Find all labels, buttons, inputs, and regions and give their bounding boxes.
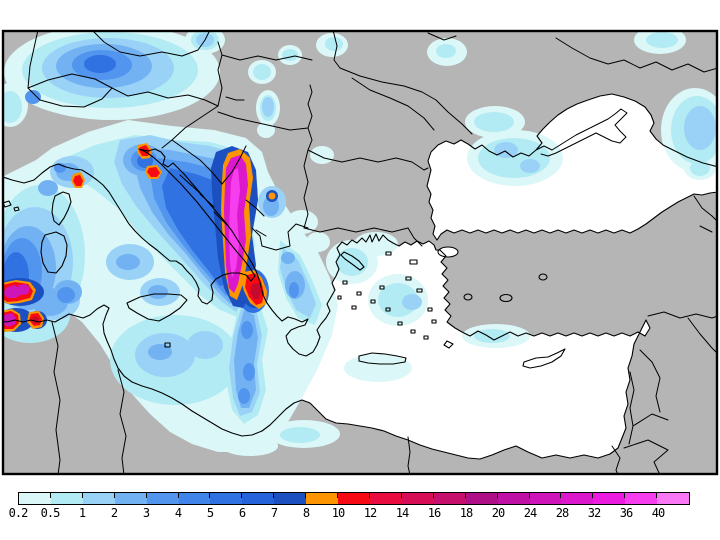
legend-segment-8 [273, 493, 307, 504]
legend-segment-17 [560, 493, 594, 504]
legend-tick-label: 4 [174, 506, 182, 520]
legend-tick-label: 1 [78, 506, 86, 520]
colorbar-tick-labels: 0.2 0.5 1 2 3 4 5 6 7 8 10 12 14 16 18 20 24 28 32 36 40 [9, 506, 718, 520]
legend-tick-label: 6 [238, 506, 246, 520]
legend-tick [400, 493, 402, 498]
legend-segment-11 [368, 493, 402, 504]
sea-black-sea [427, 94, 717, 240]
legend-segment-15 [496, 493, 530, 504]
dalmatian-islands [179, 174, 229, 227]
legend-segment-18 [592, 493, 626, 504]
legend-segment-19 [624, 493, 658, 504]
legend-tick [432, 493, 434, 498]
island-corsica [51, 191, 72, 226]
legend-tick-label: 7 [270, 506, 278, 520]
legend-tick [528, 493, 530, 498]
legend-tick-label: 36 [619, 506, 633, 520]
legend-tick [368, 493, 370, 498]
legend-tick [656, 493, 658, 498]
legend-segment-4 [145, 493, 179, 504]
legend-tick [496, 493, 498, 498]
adriatic-band-bright-streak [229, 168, 240, 278]
legend-segment-7 [241, 493, 275, 504]
legend-tick [145, 493, 147, 498]
legend-tick [113, 493, 115, 498]
legend-tick-label: 40 [651, 506, 665, 520]
algeria-coast-magenta-core [3, 313, 16, 327]
precipitation-layer [3, 31, 717, 456]
legend-tick [337, 493, 339, 498]
legend-tick-label: 20 [491, 506, 505, 520]
legend-segment-0 [19, 493, 51, 504]
island-sicily [126, 293, 188, 322]
aegean-islets [337, 251, 437, 340]
legend-tick-label: 8 [302, 506, 310, 520]
legend-tick-label: 5 [206, 506, 214, 520]
island-euboea [340, 251, 365, 271]
island-sardinia [40, 231, 68, 274]
legend-tick [592, 493, 594, 498]
coastline-crimea [535, 108, 628, 157]
legend-tick [624, 493, 626, 498]
legend-segment-14 [464, 493, 498, 504]
legend-segment-2 [81, 493, 115, 504]
corsica-spot [73, 175, 83, 186]
coastline-black-sea [426, 93, 717, 241]
legend-tick [209, 493, 211, 498]
legend-tick-label: 16 [427, 506, 441, 520]
precipitation-colorbar [18, 492, 690, 505]
legend-segment-13 [432, 493, 466, 504]
legend-segment-6 [209, 493, 243, 504]
boundary-layer [3, 31, 717, 474]
legend-tick [464, 493, 466, 498]
legend-segment-12 [400, 493, 434, 504]
legend-tick-label: 12 [363, 506, 377, 520]
legend-tick-label: 32 [587, 506, 601, 520]
legend-tick-label: 3 [142, 506, 150, 520]
legend-tick [241, 493, 243, 498]
island-malta [164, 342, 171, 348]
legend-segment-16 [528, 493, 562, 504]
legend-tick [305, 493, 307, 498]
legend-tick-label: 2 [110, 506, 118, 520]
map-frame [1, 29, 719, 476]
island-cyprus [522, 348, 566, 369]
islands-layer [3, 191, 566, 369]
legend-tick-label: 14 [395, 506, 409, 520]
legend-tick-label: 0.5 [40, 506, 61, 520]
sea-marmara [438, 247, 458, 257]
island-rhodes [443, 340, 454, 349]
legend-tick-label: 18 [459, 506, 473, 520]
legend-tick [177, 493, 179, 498]
legend-tick-label: 24 [523, 506, 537, 520]
map-content [3, 31, 717, 474]
legend-tick [81, 493, 83, 498]
legend-segment-20 [656, 493, 690, 504]
legend-segment-1 [49, 493, 83, 504]
ne-italy-spot-2 [147, 167, 160, 177]
legend-tick [273, 493, 275, 498]
legend-tick [560, 493, 562, 498]
balkans-orange-dot [268, 192, 276, 200]
legend-tick-label: 28 [555, 506, 569, 520]
legend-tick [49, 493, 51, 498]
ionian-blob-dark-core [250, 283, 261, 299]
legend-segment-5 [177, 493, 211, 504]
legend-tick-label: 10 [331, 506, 345, 520]
coastline-mediterranean [3, 148, 651, 460]
legend-segment-10 [337, 493, 370, 504]
sardinia-west-magenta-core-2 [18, 284, 30, 295]
legend-tick-label: 0.2 [8, 506, 29, 520]
legend-segment-3 [113, 493, 147, 504]
legend-segment-9 [305, 493, 339, 504]
country-borders [27, 31, 717, 474]
island-crete [358, 352, 407, 365]
sardinia-west-magenta-core-1 [3, 285, 22, 298]
lakes [225, 96, 548, 303]
